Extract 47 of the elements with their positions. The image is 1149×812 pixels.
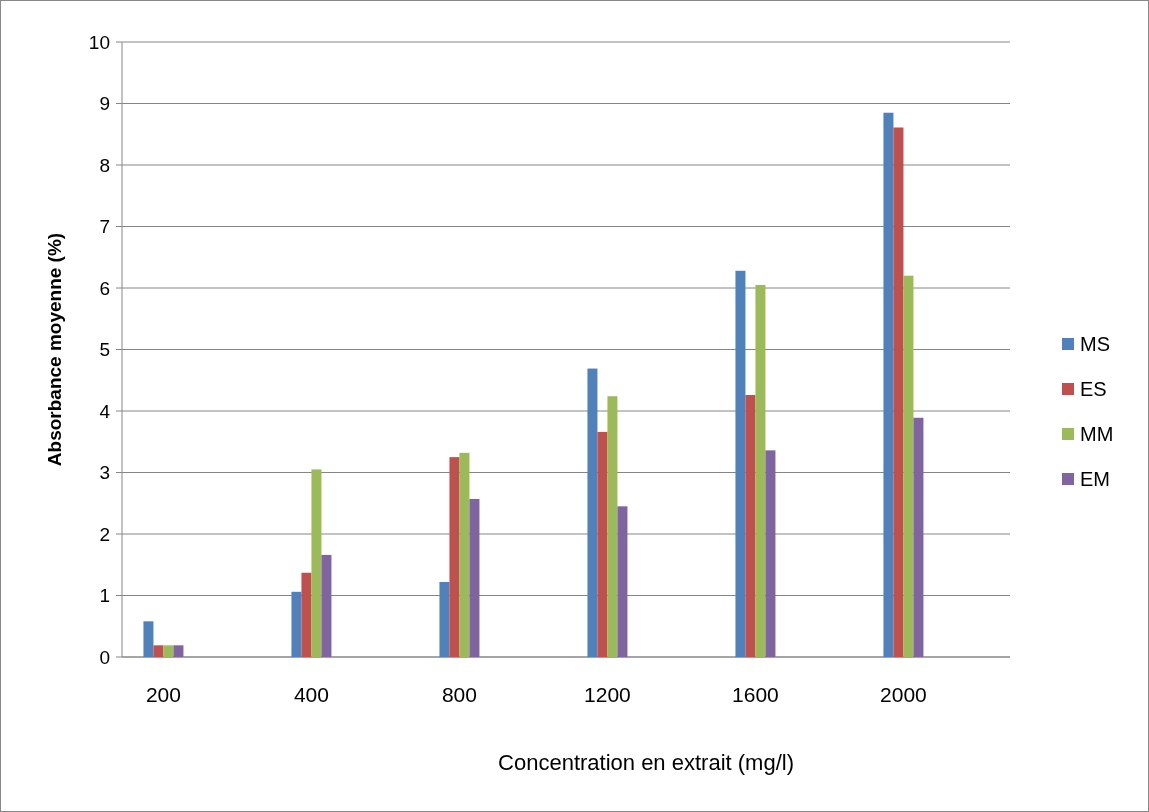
bar <box>893 127 904 657</box>
x-tick-label: 1600 <box>732 683 779 706</box>
y-tick-label: 9 <box>99 93 110 115</box>
bar <box>755 284 766 657</box>
bar <box>153 645 164 657</box>
y-tick-label: 10 <box>88 31 110 53</box>
x-tick-label: 1200 <box>584 683 631 706</box>
y-tick-label: 5 <box>99 339 110 361</box>
bar <box>173 645 184 657</box>
y-tick-label: 4 <box>99 400 111 422</box>
bar <box>321 554 332 657</box>
bar <box>617 506 628 657</box>
bar <box>735 270 746 657</box>
bar <box>143 621 154 657</box>
bar <box>449 457 460 657</box>
x-axis-title: Concentration en extrait (mg/l) <box>498 750 794 775</box>
y-tick-label: 2 <box>99 523 110 545</box>
y-tick-label: 3 <box>99 462 110 484</box>
x-tick-label: 800 <box>441 683 477 706</box>
y-tick-label: 1 <box>99 585 110 607</box>
legend-label: MS <box>1080 333 1110 355</box>
bar <box>459 452 470 657</box>
bar <box>597 431 608 657</box>
bar <box>587 368 598 657</box>
x-tick-label: 200 <box>145 683 181 706</box>
legend-label: MM <box>1080 423 1114 445</box>
bar <box>607 396 618 657</box>
y-tick-label: 0 <box>99 646 110 668</box>
bar <box>311 469 322 657</box>
bar <box>913 417 924 657</box>
y-axis-title: Absorbance moyenne (%) <box>44 232 65 467</box>
y-tick-label: 8 <box>99 154 110 176</box>
legend-label: EM <box>1080 468 1110 490</box>
y-tick-label: 6 <box>99 277 110 299</box>
bar <box>439 581 450 657</box>
y-tick-label: 7 <box>99 216 110 238</box>
x-tick-label: 400 <box>293 683 329 706</box>
bar <box>469 498 480 657</box>
legend-label: ES <box>1080 378 1107 400</box>
bar <box>883 112 894 657</box>
bar <box>903 275 914 657</box>
bar <box>765 450 776 657</box>
bar <box>745 395 756 657</box>
bar <box>291 591 302 657</box>
x-tick-label: 2000 <box>880 683 927 706</box>
bar <box>163 645 174 657</box>
bar <box>301 572 312 657</box>
